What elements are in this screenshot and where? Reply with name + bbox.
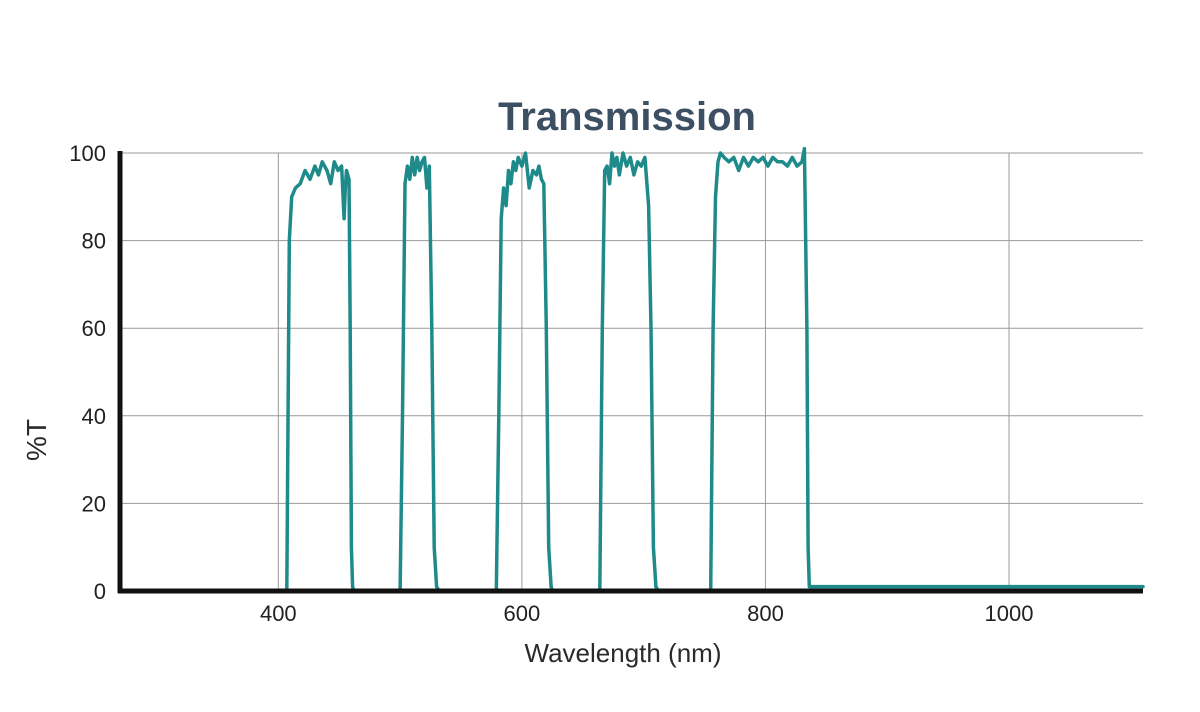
x-tick-label: 600 <box>504 601 541 626</box>
y-tick-label: 80 <box>82 229 106 254</box>
y-axis-label: %T <box>21 419 52 461</box>
series-layer <box>118 146 1145 593</box>
x-tick-label: 400 <box>260 601 297 626</box>
x-tick-label: 800 <box>747 601 784 626</box>
y-tick-label: 0 <box>94 579 106 604</box>
y-tick-label: 60 <box>82 316 106 341</box>
y-tick-label: 20 <box>82 491 106 516</box>
x-axis-label: Wavelength (nm) <box>525 638 722 668</box>
x-tick-label: 1000 <box>985 601 1034 626</box>
tick-labels: 0 20 40 60 80 100 400 600 800 1000 <box>69 141 1033 626</box>
y-tick-label: 40 <box>82 404 106 429</box>
transmission-series-line <box>118 146 1145 593</box>
axes <box>117 151 1143 594</box>
chart-title: Transmission <box>498 95 756 139</box>
y-tick-label: 100 <box>69 141 106 166</box>
grid-lines <box>120 152 1143 591</box>
